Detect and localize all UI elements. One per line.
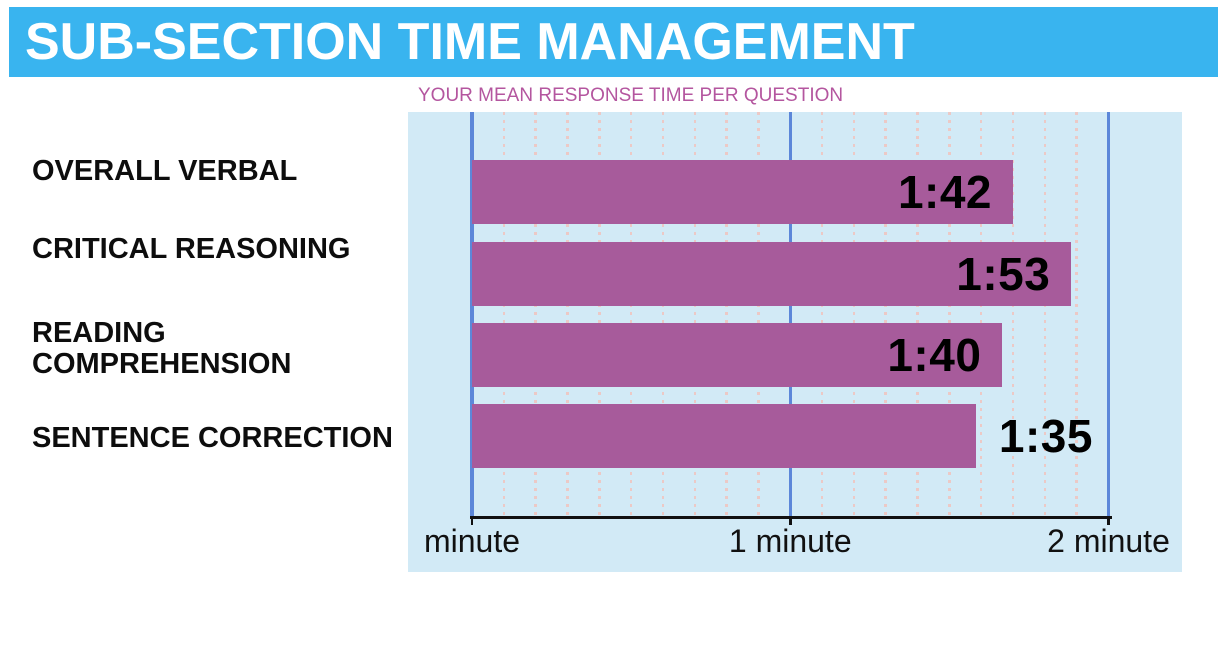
category-label-line: SENTENCE CORRECTION xyxy=(32,422,393,454)
bar-value-row-0: 1:42 xyxy=(897,166,993,218)
bar-row-3 xyxy=(472,404,976,468)
x-axis-label-1min: 1 minute xyxy=(728,523,852,559)
major-gridline-0min xyxy=(470,112,474,516)
chart-subtitle: YOUR MEAN RESPONSE TIME PER QUESTION xyxy=(418,85,844,106)
category-label-row-3: SENTENCE CORRECTION xyxy=(32,423,393,454)
minor-gridline xyxy=(1043,112,1047,516)
minor-gridline xyxy=(820,112,824,516)
minor-gridline xyxy=(852,112,856,516)
minor-gridline xyxy=(757,112,760,516)
minor-gridline xyxy=(725,112,728,516)
minor-gridline xyxy=(502,112,506,516)
minor-gridline xyxy=(566,112,569,516)
category-label-line: CRITICAL REASONING xyxy=(32,233,351,265)
category-label-row-2: READING COMPREHENSION xyxy=(32,318,291,380)
minor-gridline xyxy=(598,112,601,516)
major-gridline-2min xyxy=(1106,112,1111,516)
minor-gridline xyxy=(884,112,887,516)
x-axis-tick-0min xyxy=(470,515,474,525)
bar-row-0 xyxy=(472,160,1014,224)
minor-gridline xyxy=(661,112,665,516)
page-title: SUB-SECTION TIME MANAGEMENT xyxy=(25,13,915,71)
category-label-line: OVERALL VERBAL xyxy=(32,155,298,187)
x-axis-label-2min: 2 minute xyxy=(1047,523,1170,559)
bar-value-row-2: 1:40 xyxy=(887,329,982,381)
category-label-line: COMPREHENSION xyxy=(32,348,292,380)
x-axis-label-0min: minute xyxy=(423,523,521,559)
bar-value-row-3: 1:35 xyxy=(998,410,1093,462)
plot-area: 1:42 1:53 1:40 1:35 minute 1 minute 2 minute xyxy=(408,112,1182,572)
header-banner: SUB-SECTION TIME MANAGEMENT xyxy=(9,7,1218,77)
bar-row-2 xyxy=(472,323,1003,387)
category-label-row-1: CRITICAL REASONING xyxy=(32,234,350,265)
minor-gridline xyxy=(948,112,951,516)
minor-gridline xyxy=(1011,112,1015,516)
category-label-row-0: OVERALL VERBAL xyxy=(32,156,297,187)
minor-gridline xyxy=(1075,112,1078,516)
minor-gridline xyxy=(693,112,697,516)
bar-row-1 xyxy=(472,242,1072,306)
minor-gridline xyxy=(629,112,633,516)
x-axis-tick-1min xyxy=(789,515,792,525)
minor-gridline xyxy=(979,112,983,516)
category-label-line: READING xyxy=(32,317,166,349)
minor-gridline xyxy=(916,112,919,516)
minor-gridline xyxy=(534,112,537,516)
bar-value-row-1: 1:53 xyxy=(956,248,1051,300)
major-gridline-1min xyxy=(788,112,792,516)
x-axis-tick-2min xyxy=(1107,515,1110,525)
